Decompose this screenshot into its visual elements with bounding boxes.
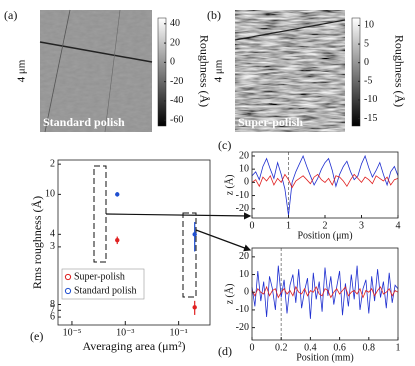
panel-label: (c) <box>218 138 231 152</box>
scratch <box>234 19 346 41</box>
colorbar-tick-label: -15 <box>364 113 377 124</box>
data-point <box>192 305 197 310</box>
y-tick-label: 2 <box>50 158 55 169</box>
y-tick-label: 10 <box>239 269 249 280</box>
x-tick-label: 10⁻³ <box>116 327 134 338</box>
colorbar <box>351 17 361 127</box>
afm-image-texture <box>40 10 152 132</box>
y-tick-label: 20 <box>239 150 249 161</box>
y-tick-label: -10 <box>236 304 249 315</box>
colorbar-tick-label: 10 <box>364 20 374 31</box>
y-tick-label: 6 <box>50 311 55 322</box>
colorbar-tick-label: -20 <box>170 76 183 87</box>
panel-label: (e) <box>30 329 43 343</box>
legend-box <box>61 268 145 300</box>
colorbar-tick-label: 40 <box>170 18 180 29</box>
scratch <box>39 41 153 63</box>
colorbar-tick-label: 5 <box>364 38 369 49</box>
colorbar-tick-label: 0 <box>170 57 175 68</box>
y-tick-label: 10 <box>45 189 55 200</box>
panel-label: (b) <box>207 8 221 22</box>
colorbar-tick-label: -40 <box>170 95 183 106</box>
x-tick-label: 10⁻⁵ <box>63 327 82 338</box>
arrow <box>195 229 252 252</box>
scratch <box>44 9 71 133</box>
arrow <box>105 212 252 220</box>
y-tick-label: 20 <box>239 251 249 262</box>
colorbar-label: Roughness (Å) <box>392 35 406 107</box>
x-tick-label: 0 <box>250 220 255 231</box>
data-line <box>251 173 399 189</box>
image-caption: Super-polish <box>238 115 303 129</box>
x-tick-label: 0 <box>250 342 255 353</box>
colorbar-tick-label: -10 <box>364 94 377 105</box>
x-tick-label: 3 <box>359 220 364 231</box>
x-tick-label: 0.2 <box>275 342 288 353</box>
y-axis-label: z (Å) <box>223 284 235 305</box>
data-point <box>115 237 120 243</box>
y-tick-label: -20 <box>236 322 249 333</box>
colorbar <box>157 17 167 127</box>
y-tick-label: 4 <box>50 229 55 240</box>
legend-marker <box>64 287 72 295</box>
x-tick-label: 0.8 <box>363 342 376 353</box>
plot-frame <box>251 247 399 341</box>
y-tick-label: 0 <box>244 287 249 298</box>
side-label: 4 μm <box>213 59 225 82</box>
x-tick-label: 1 <box>286 220 291 231</box>
y-tick-label: 7 <box>50 305 55 316</box>
data-point <box>192 232 197 237</box>
group-box <box>93 165 107 263</box>
afm-image-texture <box>235 10 345 132</box>
legend-entry: Standard polish <box>74 285 137 296</box>
group-box <box>182 212 197 298</box>
panel-label: (d) <box>218 344 232 358</box>
data-line <box>251 154 399 216</box>
x-tick-label: 10⁻¹ <box>169 327 187 338</box>
colorbar-tick-label: -5 <box>364 76 372 87</box>
y-tick-label: 3 <box>50 241 55 252</box>
image-caption: Standard polish <box>43 115 125 129</box>
x-axis-label: Position (μm) <box>297 230 352 241</box>
x-tick-label: 4 <box>396 220 401 231</box>
y-axis-label: z (Å) <box>223 175 235 196</box>
side-label: 4 μm <box>16 59 28 82</box>
data-point <box>115 192 120 197</box>
x-tick-label: 1 <box>396 342 401 353</box>
x-axis-label: Position (mm) <box>296 352 354 363</box>
y-tick-label: -20 <box>236 203 249 214</box>
legend-entry: Super-polish <box>74 271 125 282</box>
y-tick-label: 0 <box>244 177 249 188</box>
panel-label: (a) <box>4 8 17 22</box>
plot-frame <box>57 159 211 326</box>
colorbar-tick-label: 0 <box>364 57 369 68</box>
x-tick-label: 0.4 <box>304 342 317 353</box>
x-tick-label: 0.6 <box>333 342 346 353</box>
y-tick-label: -10 <box>236 190 249 201</box>
colorbar-tick-label: -60 <box>170 115 183 126</box>
colorbar-tick-label: 20 <box>170 37 180 48</box>
legend-marker <box>64 273 72 281</box>
colorbar-label: Roughness (Å) <box>197 35 211 107</box>
scratch <box>104 9 121 133</box>
y-axis-label: Rms roughness (Å) <box>30 196 44 289</box>
data-line <box>251 285 399 299</box>
x-axis-label: Averaging area (μm²) <box>82 339 185 353</box>
data-line <box>251 265 399 319</box>
y-tick-label: 8 <box>50 299 55 310</box>
y-tick-label: 10 <box>239 163 249 174</box>
x-tick-label: 2 <box>323 220 328 231</box>
